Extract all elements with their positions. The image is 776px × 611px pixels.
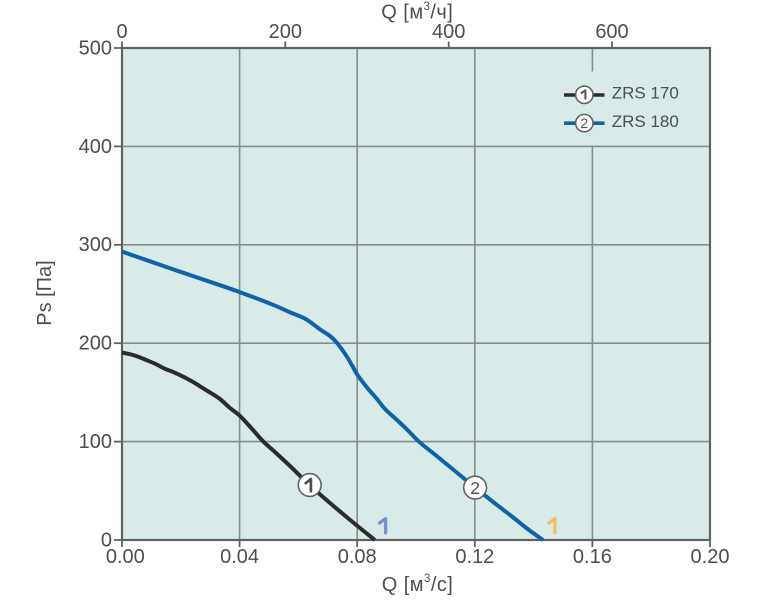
svg-text:0.16: 0.16 [573, 546, 612, 568]
svg-text:2: 2 [470, 478, 480, 498]
svg-text:0.04: 0.04 [220, 546, 259, 568]
svg-text:ZRS 170: ZRS 170 [612, 84, 679, 103]
svg-text:Ps [Па]: Ps [Па] [34, 260, 56, 326]
svg-text:2: 2 [580, 115, 588, 131]
svg-text:500: 500 [79, 37, 112, 59]
svg-text:200: 200 [79, 333, 112, 355]
svg-text:Q [м3/с]: Q [м3/с] [382, 573, 454, 596]
svg-text:0.08: 0.08 [338, 546, 377, 568]
svg-text:0.20: 0.20 [691, 546, 730, 568]
svg-text:600: 600 [595, 21, 628, 43]
svg-text:0.00: 0.00 [106, 546, 145, 568]
svg-text:300: 300 [79, 234, 112, 256]
svg-text:0: 0 [101, 529, 112, 551]
svg-text:ZRS 180: ZRS 180 [612, 112, 679, 131]
svg-text:0.12: 0.12 [455, 546, 494, 568]
svg-text:400: 400 [79, 136, 112, 158]
svg-text:200: 200 [269, 21, 302, 43]
svg-text:400: 400 [432, 21, 465, 43]
svg-text:100: 100 [79, 431, 112, 453]
svg-text:Q [м3/ч]: Q [м3/ч] [381, 1, 453, 24]
svg-text:0: 0 [116, 21, 127, 43]
